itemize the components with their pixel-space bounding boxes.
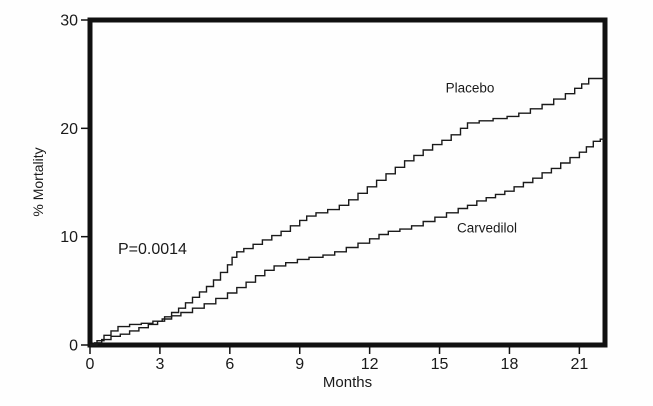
placebo-curve: [90, 77, 605, 346]
y-axis-title: % Mortality: [30, 147, 46, 217]
y-axis-tick-label: 20: [60, 121, 78, 138]
x-axis-tick-label: 6: [225, 356, 234, 373]
series-label-placebo: Placebo: [445, 80, 495, 96]
x-axis-tick-label: 0: [86, 356, 95, 373]
x-axis-tick-label: 9: [295, 356, 304, 373]
x-axis-tick-label: 21: [570, 356, 588, 373]
x-axis-title: Months: [322, 374, 373, 391]
x-axis-tick-label: 18: [501, 356, 519, 373]
x-axis-tick-label: 3: [155, 356, 164, 373]
x-axis-tick-label: 15: [431, 356, 449, 373]
x-axis-tick-label: 12: [361, 356, 379, 373]
series-label-carvedilol: Carvedilol: [456, 220, 518, 236]
y-axis-tick-label: 10: [60, 229, 78, 246]
p-value-annotation: P=0.0014: [118, 241, 187, 258]
carvedilol-curve: [90, 138, 605, 346]
y-axis-tick-label: 30: [60, 13, 78, 30]
plot-frame: [87, 17, 608, 348]
y-axis-tick-label: 0: [69, 338, 78, 355]
